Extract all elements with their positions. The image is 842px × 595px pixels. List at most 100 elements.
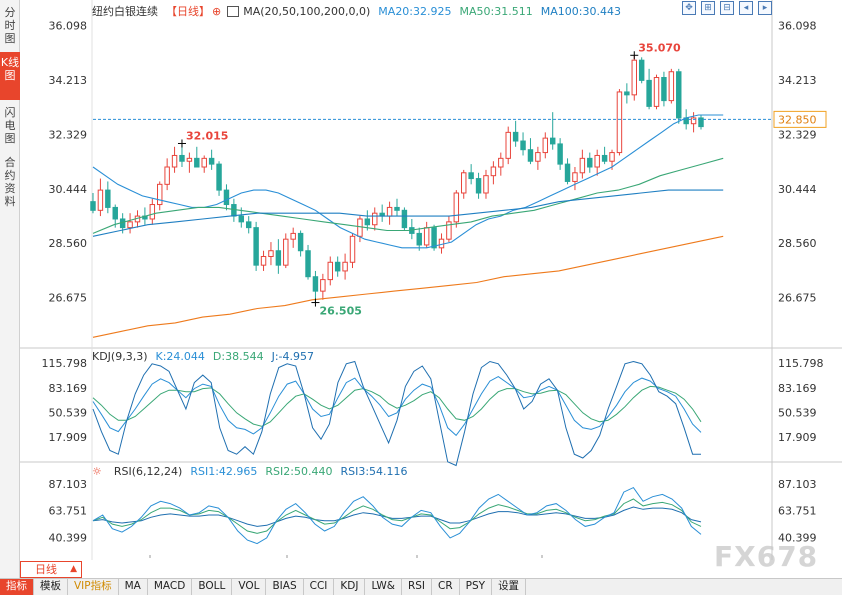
candle-body <box>179 154 185 162</box>
candle-body <box>475 178 482 194</box>
candle-body <box>535 152 541 162</box>
kdj-tick-right: 115.798 <box>778 357 824 370</box>
candle-body <box>638 59 645 81</box>
price-tick-left: 30.444 <box>49 183 88 196</box>
price-tick-right: 30.444 <box>778 183 817 196</box>
candle-body <box>231 204 237 217</box>
candle-body <box>372 212 378 226</box>
date-label: 2024/07 <box>125 558 175 560</box>
candle-body <box>164 166 170 185</box>
toolbar-item-2[interactable]: VIP指标 <box>68 579 119 595</box>
toolbar-item-14[interactable]: 设置 <box>492 579 527 595</box>
candle-body <box>245 221 252 229</box>
toolbar-item-1[interactable]: 模板 <box>34 579 68 595</box>
window-controls: ✥ ⊞ ⊟ ◂ ▸ <box>677 1 772 15</box>
toolbar-item-10[interactable]: LW& <box>365 579 402 595</box>
candle-body <box>334 261 341 272</box>
ma20-value: MA20:32.925 <box>378 4 452 18</box>
toolbar-item-3[interactable]: MA <box>119 579 148 595</box>
rsi-tick-right: 63.751 <box>778 505 817 518</box>
rsi-tick-right: 87.103 <box>778 478 817 491</box>
kline-chart[interactable]: 36.098 36.098 34.213 34.213 32.329 32.329 30.4… <box>20 0 842 560</box>
toolbar-item-9[interactable]: KDJ <box>334 579 366 595</box>
candle-body <box>208 157 215 165</box>
zoom-in-icon[interactable]: ⊞ <box>701 1 715 15</box>
price-tick-left: 28.560 <box>49 237 88 250</box>
tab-kline[interactable]: K线图 <box>0 52 20 100</box>
toolbar-item-7[interactable]: BIAS <box>266 579 304 595</box>
candle-body <box>90 201 96 211</box>
price-tick-right: 32.329 <box>778 128 817 141</box>
candle-body <box>631 59 637 96</box>
toolbar-item-5[interactable]: BOLL <box>192 579 233 595</box>
tab-contract-info[interactable]: 合约资料 <box>4 156 16 208</box>
candle-body <box>320 279 326 292</box>
candle-body <box>283 238 289 266</box>
kdj-name[interactable]: KDJ(9,3,3) <box>92 350 148 363</box>
kdj-legend: KDJ(9,3,3) K:24.044 D:38.544 J:-4.957 <box>92 350 322 363</box>
kdj-j-line <box>92 360 701 467</box>
candle-body <box>275 250 282 266</box>
rsi-name[interactable]: RSI(6,12,24) <box>113 465 183 478</box>
toolbar-item-12[interactable]: CR <box>432 579 460 595</box>
kdj-tick-left: 17.909 <box>49 431 88 444</box>
candle-body <box>112 206 118 220</box>
period-label[interactable]: 【日线】 <box>166 5 210 18</box>
toolbar-item-4[interactable]: MACD <box>148 579 193 595</box>
kdj-k: K:24.044 <box>155 350 205 363</box>
candle-body <box>290 232 296 240</box>
price-tick-left: 32.329 <box>49 128 88 141</box>
instrument-name: 纽约白银连续 <box>92 5 158 18</box>
candle-body <box>423 227 430 246</box>
move-left-icon[interactable]: ◂ <box>739 1 753 15</box>
price-tick-right: 36.098 <box>778 20 817 33</box>
candle-body <box>527 149 534 162</box>
candle-body <box>668 71 675 102</box>
ma50-value: MA50:31.511 <box>459 4 533 18</box>
candle-body <box>260 256 267 266</box>
candle-body <box>572 172 578 182</box>
rsi3-value: RSI3:54.116 <box>340 465 408 478</box>
zoom-out-icon[interactable]: ⊟ <box>720 1 734 15</box>
kdj-tick-left: 115.798 <box>42 357 88 370</box>
candle-body <box>305 250 311 278</box>
candle-body <box>564 163 571 182</box>
rsi-tick-left: 63.751 <box>49 505 88 518</box>
extreme-label: 35.070 <box>638 41 681 54</box>
toolbar-item-11[interactable]: RSI <box>402 579 432 595</box>
add-indicator-icon[interactable]: ⊕ <box>212 4 222 18</box>
rsi1-line <box>92 486 702 545</box>
crosshair-icon[interactable]: ✥ <box>682 1 696 15</box>
rsi-tick-right: 40.399 <box>778 531 817 544</box>
candle-body <box>149 204 156 220</box>
candle-body <box>431 227 437 249</box>
candle-body <box>490 166 497 177</box>
rsi-settings-icon[interactable]: ☼ <box>92 465 102 478</box>
toolbar-item-13[interactable]: PSY <box>460 579 493 595</box>
tab-timeshare[interactable]: 分时图 <box>4 6 16 45</box>
candle-body <box>624 91 630 96</box>
candle-body <box>201 157 207 168</box>
move-right-icon[interactable]: ▸ <box>758 1 772 15</box>
ma100-value: MA100:30.443 <box>540 4 621 18</box>
rsi-tick-left: 40.399 <box>49 531 88 544</box>
candle-body <box>357 218 363 237</box>
kdj-tick-left: 83.169 <box>49 382 88 395</box>
period-selector[interactable]: 日线 ▲ <box>20 561 82 578</box>
candle-body <box>512 131 519 142</box>
candle-body <box>520 140 526 151</box>
date-label: 2024/08 <box>262 558 312 560</box>
toolbar-item-8[interactable]: CCI <box>304 579 335 595</box>
rsi1-value: RSI1:42.965 <box>190 465 258 478</box>
date-label: 2024/10 <box>517 558 567 560</box>
candle-body <box>594 154 600 168</box>
ma-settings-icon[interactable] <box>227 5 240 17</box>
tab-flash[interactable]: 闪电图 <box>4 106 16 145</box>
candle-body <box>194 157 200 168</box>
toolbar-item-0[interactable]: 指标 <box>0 579 34 595</box>
toolbar-item-6[interactable]: VOL <box>232 579 267 595</box>
candle-body <box>505 131 511 159</box>
ma200-line <box>92 235 724 338</box>
price-legend: 纽约白银连续 【日线】 ⊕ MA(20,50,100,200,0,0) MA20… <box>92 3 629 19</box>
price-tick-left: 34.213 <box>49 74 88 87</box>
